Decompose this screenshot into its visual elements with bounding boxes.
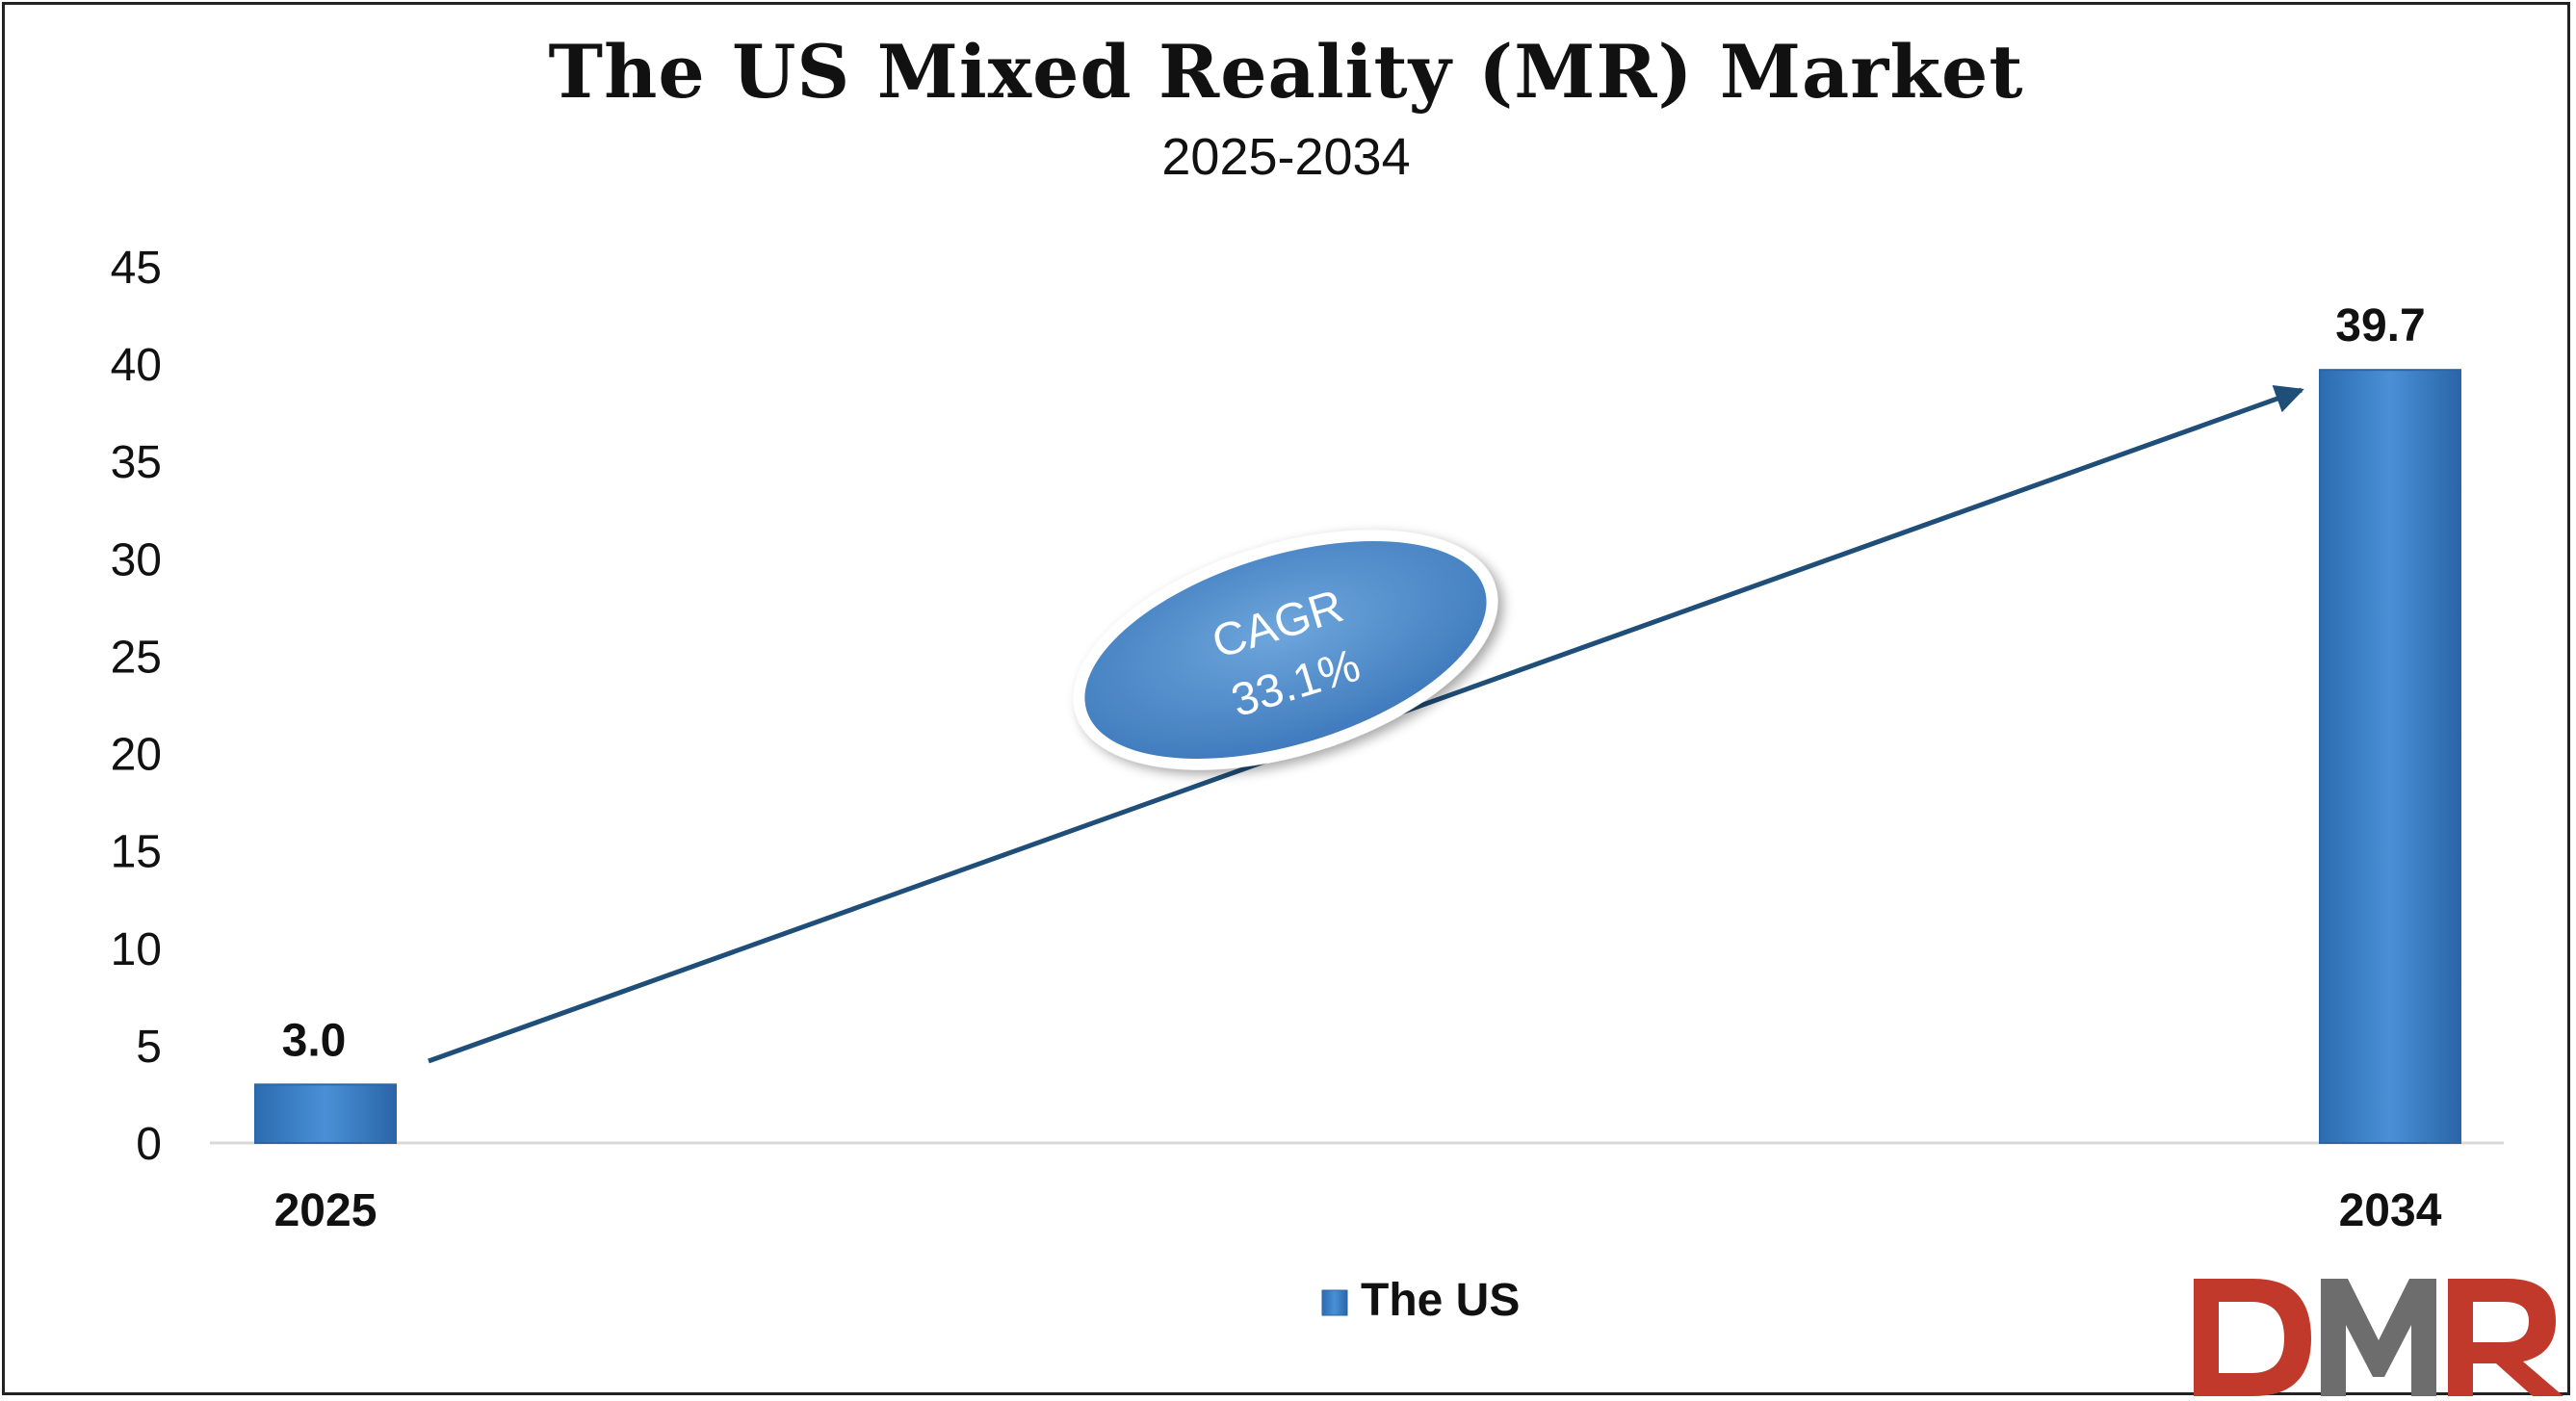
legend-label: The US [1361, 1275, 1520, 1326]
y-tick-label: 5 [136, 1022, 162, 1073]
y-tick-label: 40 [111, 340, 162, 391]
y-tick-label: 45 [111, 243, 162, 294]
chart-subtitle: 2025-2034 [1161, 128, 1411, 186]
y-axis: 0 5 10 15 20 25 30 35 40 45 [111, 243, 162, 1170]
y-tick-label: 20 [111, 730, 162, 781]
data-label: 3.0 [282, 1015, 347, 1066]
y-tick-label: 10 [111, 924, 162, 975]
bars: 3.0 39.7 [254, 300, 2461, 1145]
logo-letter-d [2194, 1279, 2311, 1396]
logo-letter-m [2321, 1279, 2436, 1396]
dmr-logo [2194, 1279, 2563, 1396]
bar [2319, 369, 2461, 1144]
legend-swatch [1321, 1289, 1348, 1316]
logo-letter-r [2448, 1279, 2563, 1396]
chart-title: The US Mixed Reality (MR) Market [548, 29, 2024, 115]
y-tick-label: 15 [111, 827, 162, 878]
data-label: 39.7 [2335, 300, 2425, 351]
x-axis: 2025 2034 [274, 1185, 2442, 1236]
x-tick-label: 2025 [274, 1185, 377, 1236]
x-tick-label: 2034 [2339, 1185, 2442, 1236]
y-tick-label: 0 [136, 1119, 162, 1170]
bar [254, 1083, 397, 1145]
cagr-badge: CAGR 33.1% [1073, 530, 1498, 770]
y-tick-label: 35 [111, 437, 162, 488]
y-tick-label: 25 [111, 632, 162, 683]
y-tick-label: 30 [111, 534, 162, 585]
legend: The US [1321, 1275, 1520, 1326]
